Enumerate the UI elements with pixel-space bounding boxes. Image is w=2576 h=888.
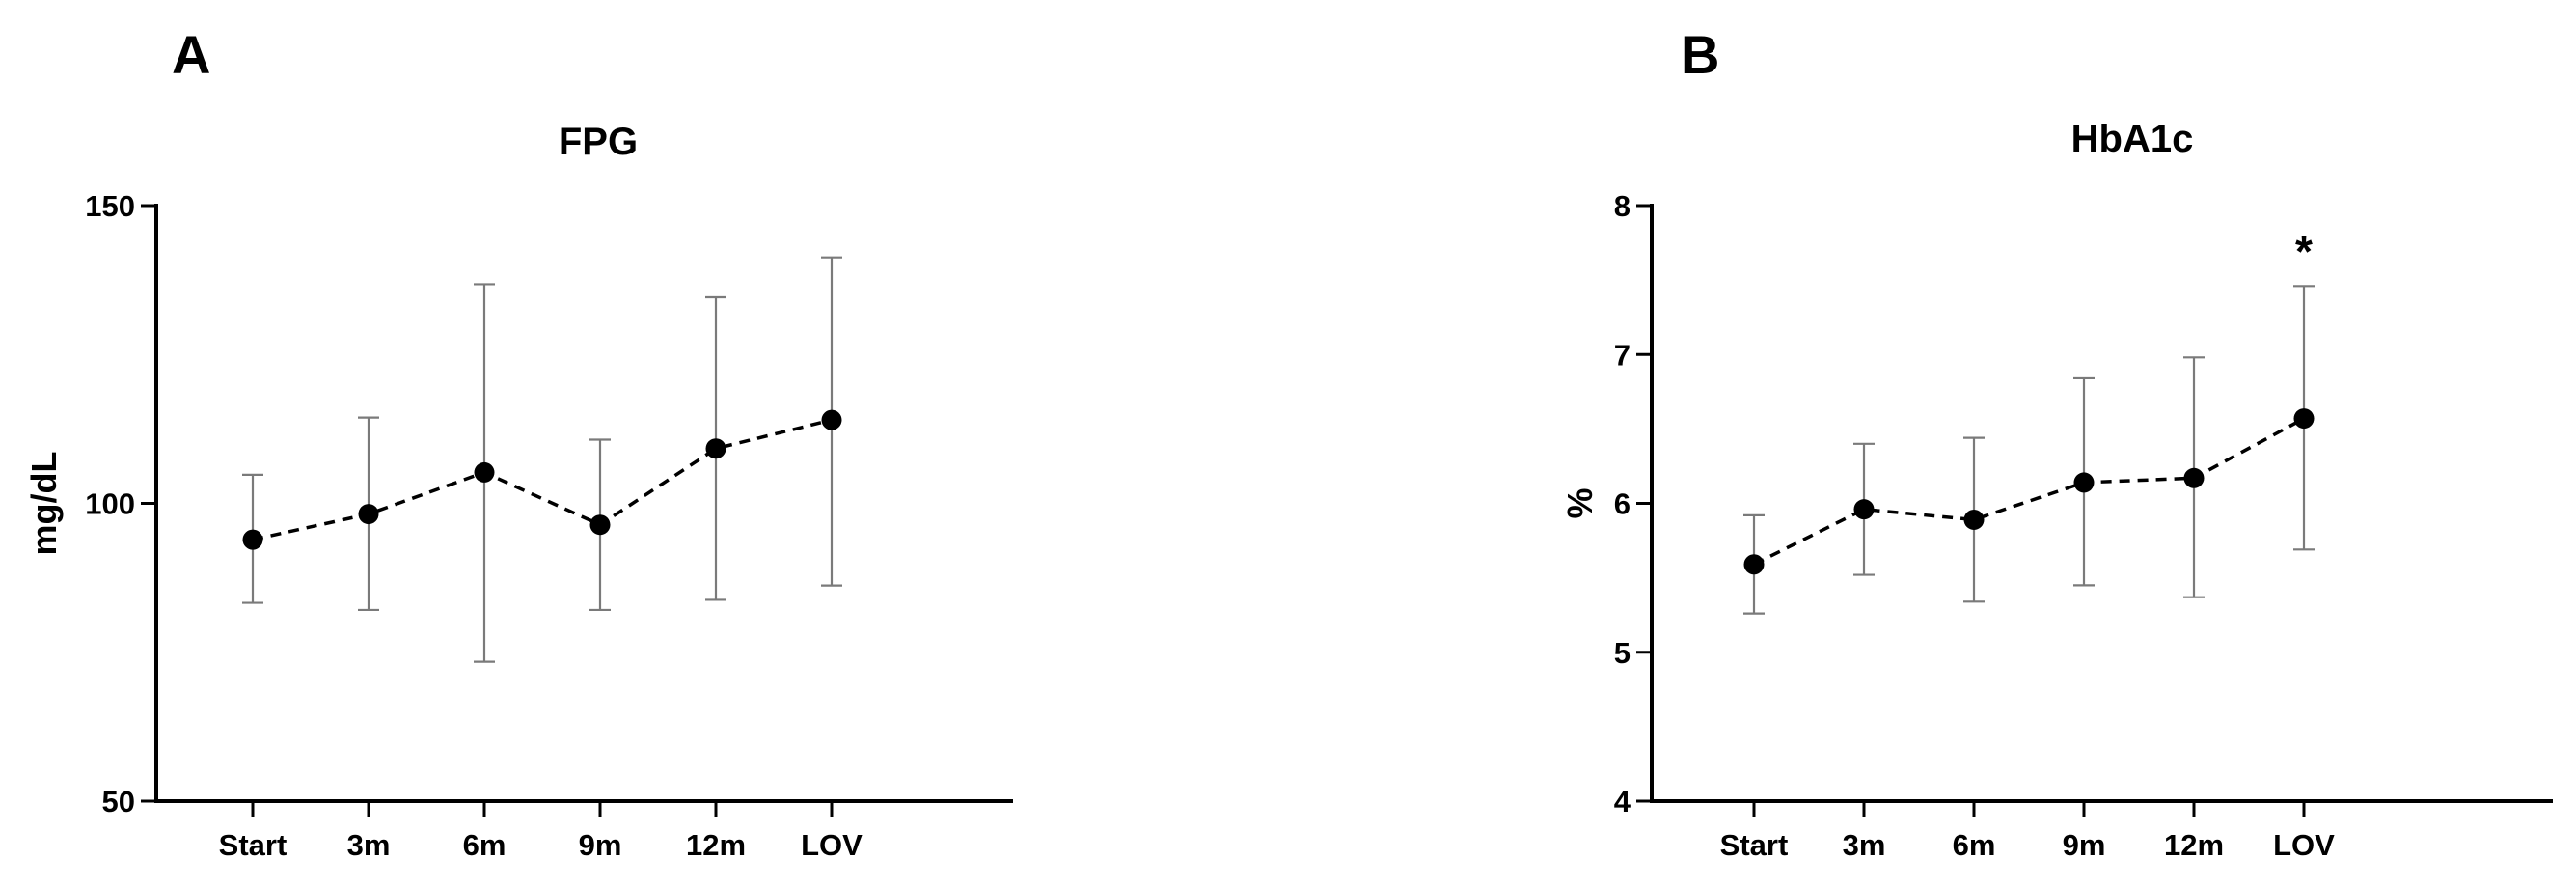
y-tick-label: 100 [85, 487, 135, 521]
y-tick-label: 5 [1614, 636, 1631, 670]
y-axis-label: mg/dL [24, 452, 64, 556]
data-point [589, 514, 611, 536]
data-point [358, 504, 379, 525]
series-line [1753, 417, 2305, 567]
panel-letter: A [172, 24, 210, 85]
data-point [821, 409, 842, 430]
data-point [242, 529, 263, 550]
y-tick-label: 4 [1614, 785, 1631, 819]
series-line [252, 418, 833, 541]
y-tick-label: 6 [1614, 487, 1631, 521]
data-point [705, 438, 726, 459]
data-point [1963, 509, 1985, 530]
data-point [2073, 472, 2095, 493]
y-tick-label: 8 [1614, 189, 1631, 223]
x-tick-label: LOV [2273, 828, 2335, 862]
panel-fpg: A FPG mg/dL 50 100 150 Start 3m 6m 9m 12m LOV [24, 24, 1013, 862]
data-point [1743, 554, 1765, 575]
chart-title: FPG [559, 121, 638, 163]
x-tick-label: 9m [579, 828, 622, 862]
data-point [2183, 467, 2205, 488]
data-point [1853, 499, 1875, 520]
panel-letter: B [1681, 24, 1719, 85]
y-tick-label: 50 [102, 785, 135, 819]
x-tick-label: 12m [2164, 828, 2224, 862]
x-tick-label: 3m [347, 828, 391, 862]
significance-marker: * [2295, 226, 2313, 276]
chart-title: HbA1c [2071, 118, 2194, 160]
y-tick-label: 150 [85, 189, 135, 223]
y-axis-label: % [1560, 487, 1600, 518]
data-point [2293, 408, 2315, 430]
x-tick-label: 9m [2063, 828, 2106, 862]
x-tick-label: 3m [1843, 828, 1886, 862]
x-tick-label: 12m [686, 828, 746, 862]
x-tick-label: 6m [1953, 828, 1996, 862]
x-tick-label: Start [219, 828, 288, 862]
panel-hba1c: B HbA1c% 4 5 6 7 8 Start 3m 6m 9m 12m LOV * [1560, 24, 2553, 862]
x-tick-label: 6m [463, 828, 507, 862]
data-point [474, 461, 495, 483]
y-tick-label: 7 [1614, 338, 1631, 372]
x-tick-label: LOV [801, 828, 863, 862]
x-tick-label: Start [1720, 828, 1789, 862]
